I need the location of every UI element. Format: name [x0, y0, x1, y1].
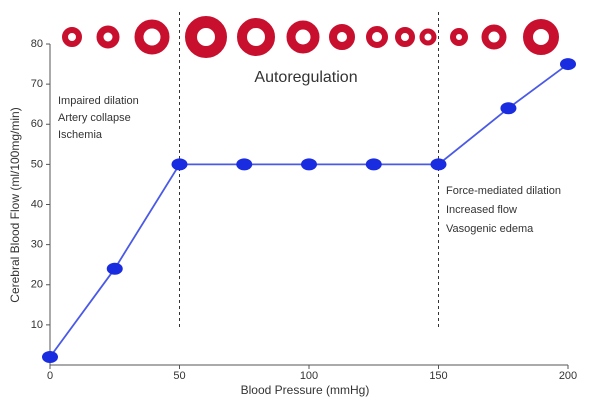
y-tick-label: 50 — [31, 158, 43, 170]
vessel-ring — [139, 24, 165, 50]
annotation: Impaired dilation — [58, 95, 139, 107]
annotation: Autoregulation — [254, 69, 357, 86]
vessel-ring — [100, 29, 116, 45]
x-tick-label: 150 — [429, 370, 447, 382]
vessel-ring — [291, 25, 315, 49]
vessel-ring — [528, 24, 554, 50]
x-tick-label: 100 — [300, 370, 318, 382]
annotation: Increased flow — [446, 204, 517, 216]
annotation: Artery collapse — [58, 112, 131, 124]
data-point — [236, 158, 252, 170]
vessel-ring — [65, 30, 79, 44]
y-axis-title: Cerebral Blood Flow (ml/100mg/min) — [8, 107, 22, 302]
vessel-ring — [422, 31, 434, 43]
y-tick-label: 60 — [31, 118, 43, 130]
vessel-ring — [453, 31, 465, 43]
vessel-ring — [398, 30, 412, 44]
x-tick-label: 200 — [559, 370, 577, 382]
vessel-ring — [369, 29, 385, 45]
vessel-ring — [333, 28, 351, 46]
x-tick-label: 50 — [173, 370, 185, 382]
y-tick-label: 20 — [31, 279, 43, 291]
annotation: Vasogenic edema — [446, 223, 534, 235]
y-tick-label: 70 — [31, 78, 43, 90]
data-point — [107, 263, 123, 275]
y-tick-label: 30 — [31, 239, 43, 251]
annotation: Force-mediated dilation — [446, 185, 561, 197]
y-tick-label: 40 — [31, 198, 43, 210]
vessel-ring — [191, 22, 221, 52]
y-tick-label: 10 — [31, 319, 43, 331]
x-axis-title: Blood Pressure (mmHg) — [241, 383, 370, 397]
annotation: Ischemia — [58, 129, 103, 141]
vessel-rings — [65, 22, 554, 52]
data-point — [560, 58, 576, 70]
data-point — [42, 351, 58, 363]
vessel-ring — [485, 28, 503, 46]
data-point — [431, 158, 447, 170]
data-point — [172, 158, 188, 170]
y-tick-label: 80 — [31, 38, 43, 50]
data-point — [500, 102, 516, 114]
data-point — [301, 158, 317, 170]
chart: Blood Pressure (mmHg) Cerebral Blood Flo… — [0, 0, 616, 400]
vessel-ring — [242, 23, 270, 51]
data-point — [366, 158, 382, 170]
x-tick-label: 0 — [47, 370, 53, 382]
